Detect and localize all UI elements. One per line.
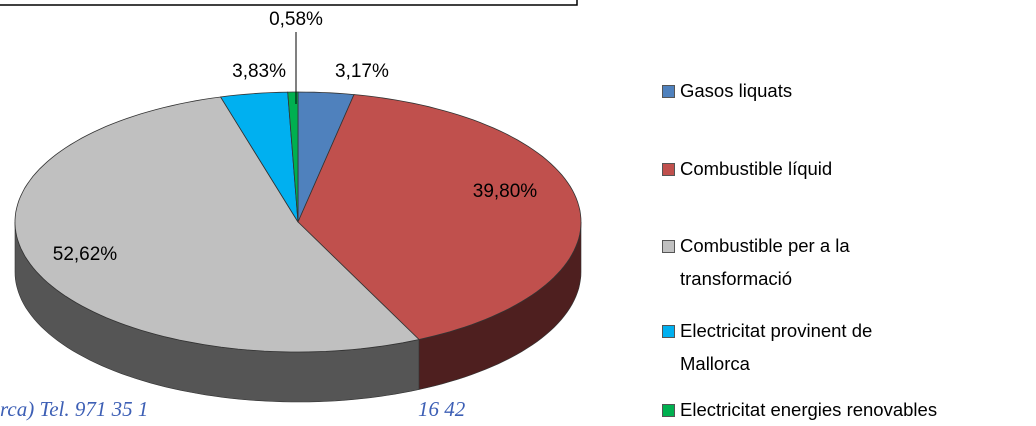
legend-swatch xyxy=(662,325,675,338)
legend-item: Electricitat provinent de Mallorca xyxy=(662,314,922,380)
data-label: 39,80% xyxy=(473,181,538,202)
legend-label: Combustible per a la transformació xyxy=(680,235,850,289)
footer-text: rca) Tel. 971 35 1 xyxy=(0,397,148,421)
legend-swatch xyxy=(662,404,675,417)
legend-label: Combustible líquid xyxy=(680,158,833,179)
data-label: 0,58% xyxy=(269,9,323,30)
legend-item: Combustible líquid xyxy=(662,152,922,185)
legend-label: Electricitat energies renovables xyxy=(680,399,938,420)
legend-item: Gasos liquats xyxy=(662,74,922,107)
legend-label: Electricitat provinent de Mallorca xyxy=(680,320,873,374)
slice xyxy=(287,91,299,223)
slice xyxy=(219,91,299,223)
data-label: 3,83% xyxy=(232,61,286,82)
legend-item: Combustible per a la transformació xyxy=(662,229,922,295)
frame xyxy=(0,0,578,6)
legend-swatch xyxy=(662,85,675,98)
legend-swatch xyxy=(662,240,675,253)
legend-swatch xyxy=(662,163,675,176)
footer-text: 16 42 xyxy=(418,397,466,421)
slice xyxy=(297,94,582,340)
legend-label: Gasos liquats xyxy=(680,80,793,101)
data-label: 52,62% xyxy=(53,244,118,265)
slice xyxy=(14,96,420,353)
legend-item: Electricitat energies renovables xyxy=(662,393,937,426)
data-label: 3,17% xyxy=(335,61,389,82)
